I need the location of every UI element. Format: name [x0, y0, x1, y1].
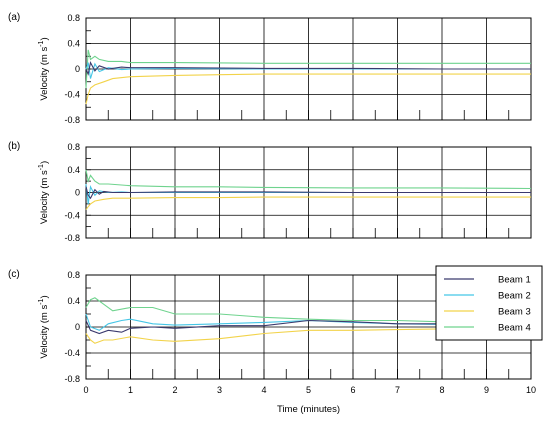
y-tick-label: 0.8	[67, 142, 80, 152]
y-tick-label: 0	[75, 64, 80, 74]
x-tick-label: 2	[172, 385, 177, 395]
series-line-beam-2	[85, 62, 531, 79]
panel-0: 0.8 0.4 0 -0.4 -0.8 (a) Velocity (m s-1)	[8, 12, 532, 125]
y-axis-label: Velocity (m s-1)	[38, 161, 50, 224]
legend-entry: Beam 2	[498, 291, 531, 302]
x-tick-label: 4	[261, 385, 266, 395]
x-tick-label: 6	[350, 385, 355, 395]
series-line-beam-3	[85, 196, 531, 210]
y-tick-label: -0.8	[64, 115, 80, 125]
x-tick-label: 0	[83, 385, 88, 395]
panel-1: 0.8 0.4 0 -0.4 -0.8 (b) Velocity (m s-1)	[8, 141, 532, 243]
legend-box	[435, 265, 543, 341]
x-tick-label: 10	[526, 385, 536, 395]
series-line-beam-3	[85, 328, 531, 344]
y-tick-label: -0.4	[64, 210, 80, 220]
legend: Beam 1 Beam 2 Beam 3 Beam 4	[435, 265, 543, 341]
x-tick-label: 1	[128, 385, 133, 395]
legend-entry: Beam 3	[498, 307, 531, 318]
panel-label: (c)	[8, 269, 20, 280]
series-line-beam-4	[85, 169, 532, 190]
y-tick-label: 0.4	[67, 165, 80, 175]
y-tick-label: -0.8	[64, 233, 80, 243]
y-tick-label: 0	[75, 322, 80, 332]
panel-label: (b)	[8, 141, 20, 152]
x-tick-label: 8	[439, 385, 444, 395]
y-tick-label: -0.4	[64, 90, 80, 100]
x-tick-label: 7	[395, 385, 400, 395]
series-line-beam-1	[85, 60, 531, 76]
y-axis-label: Velocity (m s-1)	[38, 295, 50, 358]
legend-entry: Beam 4	[498, 323, 531, 334]
panel-2: 0.80.40-0.4-0.80 1 2 3 4 5 6 7 8 9 10(c)Velocity (…	[8, 265, 543, 415]
y-tick-label: 0	[75, 188, 80, 198]
y-tick-label: 0.4	[67, 39, 80, 49]
y-tick-label: 0.8	[67, 13, 80, 23]
panel-label: (a)	[8, 12, 20, 23]
series-line-beam-4	[85, 49, 531, 89]
y-tick-label: 0.8	[67, 270, 80, 280]
x-axis-label: Time (minutes)	[277, 404, 340, 415]
x-tick-label: 3	[217, 385, 222, 395]
y-axis-label: Velocity (m s-1)	[38, 37, 50, 100]
y-tick-label: 0.4	[67, 296, 80, 306]
y-tick-label: -0.4	[64, 348, 80, 358]
y-tick-label: -0.8	[64, 374, 80, 384]
legend-entry: Beam 1	[498, 275, 531, 286]
series-line-beam-4	[85, 297, 531, 325]
x-tick-label: 5	[306, 385, 311, 395]
series-line-beam-3	[85, 73, 531, 105]
series-line-beam-1	[85, 319, 531, 335]
x-tick-label: 9	[484, 385, 489, 395]
series-line-beam-1	[85, 186, 531, 200]
